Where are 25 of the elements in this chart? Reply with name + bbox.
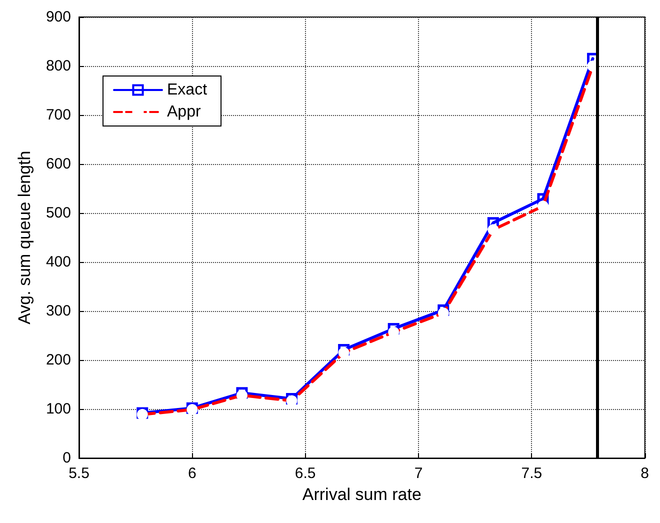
x-tick-label: 7.5 bbox=[521, 465, 542, 482]
y-tick-label: 200 bbox=[46, 352, 71, 369]
y-tick-label: 400 bbox=[46, 254, 71, 271]
x-tick-label: 5.5 bbox=[68, 465, 90, 482]
x-axis-title: Arrival sum rate bbox=[302, 485, 422, 504]
y-tick-label: 900 bbox=[46, 8, 71, 26]
y-tick-label: 300 bbox=[46, 302, 71, 320]
x-tick-label: 7 bbox=[414, 465, 423, 482]
x-tick-label: 8 bbox=[640, 465, 649, 482]
legend-label: Appr bbox=[167, 104, 202, 120]
y-tick-label: 600 bbox=[46, 156, 71, 173]
point bbox=[338, 344, 350, 356]
y-tick-label: 500 bbox=[46, 204, 71, 222]
y-tick-label: 800 bbox=[46, 58, 71, 75]
legend-label: Exact bbox=[167, 82, 208, 98]
point bbox=[438, 304, 450, 316]
y-tick-label: 100 bbox=[46, 400, 71, 418]
y-axis-title: Avg. sum queue length bbox=[15, 150, 34, 324]
x-tick-label: 6 bbox=[188, 465, 196, 482]
y-tick-label: 0 bbox=[62, 450, 71, 467]
y-tick-label: 700 bbox=[46, 106, 71, 124]
point bbox=[487, 217, 499, 229]
point bbox=[236, 387, 248, 399]
x-tick-label: 6.5 bbox=[294, 465, 316, 482]
point bbox=[388, 322, 400, 334]
